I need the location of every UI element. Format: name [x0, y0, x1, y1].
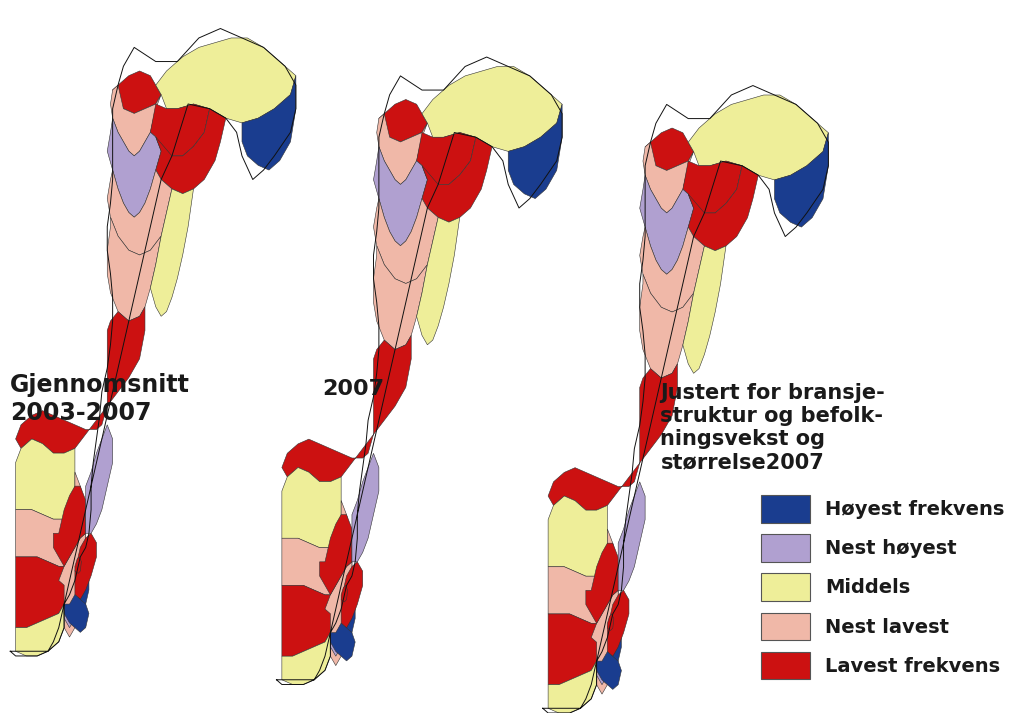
Polygon shape	[548, 529, 618, 623]
Polygon shape	[282, 468, 341, 548]
Polygon shape	[643, 142, 693, 213]
Polygon shape	[65, 566, 80, 637]
Polygon shape	[508, 104, 562, 198]
Polygon shape	[374, 198, 438, 284]
Polygon shape	[108, 170, 172, 255]
Polygon shape	[417, 133, 476, 185]
Polygon shape	[108, 118, 161, 217]
Polygon shape	[341, 562, 362, 628]
Polygon shape	[548, 614, 602, 684]
Polygon shape	[325, 562, 352, 647]
Polygon shape	[597, 623, 612, 694]
Polygon shape	[548, 496, 607, 576]
Polygon shape	[156, 108, 226, 194]
Polygon shape	[331, 595, 346, 666]
Polygon shape	[683, 246, 726, 374]
Polygon shape	[774, 133, 828, 227]
Polygon shape	[282, 585, 336, 656]
Polygon shape	[422, 137, 493, 222]
Polygon shape	[65, 595, 89, 632]
Polygon shape	[15, 557, 70, 627]
Polygon shape	[282, 632, 331, 684]
Text: Justert for bransje-
struktur og befolk-
ningsvekst og
størrelse2007: Justert for bransje- struktur og befolk-…	[660, 383, 885, 473]
Polygon shape	[113, 71, 161, 113]
Polygon shape	[417, 217, 460, 345]
Polygon shape	[282, 335, 412, 481]
Polygon shape	[591, 590, 618, 675]
Legend: Høyest frekvens, Nest høyest, Middels, Nest lavest, Lavest frekvens: Høyest frekvens, Nest høyest, Middels, N…	[752, 486, 1015, 689]
Polygon shape	[282, 501, 352, 595]
Polygon shape	[352, 453, 379, 562]
Polygon shape	[607, 614, 613, 630]
Polygon shape	[586, 543, 618, 623]
Text: 2007: 2007	[323, 379, 385, 399]
Polygon shape	[111, 85, 161, 156]
Polygon shape	[331, 562, 352, 656]
Polygon shape	[688, 165, 759, 251]
Polygon shape	[75, 557, 81, 573]
Polygon shape	[58, 533, 86, 618]
Polygon shape	[65, 533, 86, 627]
Polygon shape	[597, 590, 618, 684]
Polygon shape	[645, 128, 693, 170]
Polygon shape	[331, 623, 355, 661]
Polygon shape	[108, 217, 161, 321]
Polygon shape	[640, 175, 693, 275]
Polygon shape	[15, 439, 75, 519]
Text: Gjennomsnitt
2003-2007: Gjennomsnitt 2003-2007	[10, 374, 190, 425]
Polygon shape	[422, 66, 562, 151]
Polygon shape	[151, 189, 194, 317]
Polygon shape	[86, 425, 113, 533]
Polygon shape	[607, 590, 629, 657]
Polygon shape	[15, 307, 145, 453]
Polygon shape	[156, 38, 296, 123]
Polygon shape	[151, 104, 210, 156]
Polygon shape	[15, 472, 86, 566]
Polygon shape	[336, 585, 355, 642]
Polygon shape	[548, 364, 678, 510]
Polygon shape	[70, 557, 89, 613]
Polygon shape	[602, 614, 622, 670]
Polygon shape	[683, 161, 742, 213]
Polygon shape	[548, 661, 597, 713]
Polygon shape	[640, 275, 693, 378]
Polygon shape	[377, 113, 427, 185]
Polygon shape	[374, 147, 427, 246]
Polygon shape	[688, 95, 828, 180]
Polygon shape	[618, 482, 645, 590]
Polygon shape	[341, 585, 347, 602]
Polygon shape	[597, 652, 622, 689]
Polygon shape	[242, 76, 296, 170]
Polygon shape	[15, 604, 65, 656]
Polygon shape	[75, 533, 96, 600]
Polygon shape	[374, 246, 427, 349]
Polygon shape	[640, 227, 705, 312]
Polygon shape	[53, 486, 86, 566]
Polygon shape	[379, 100, 427, 142]
Polygon shape	[319, 515, 352, 595]
